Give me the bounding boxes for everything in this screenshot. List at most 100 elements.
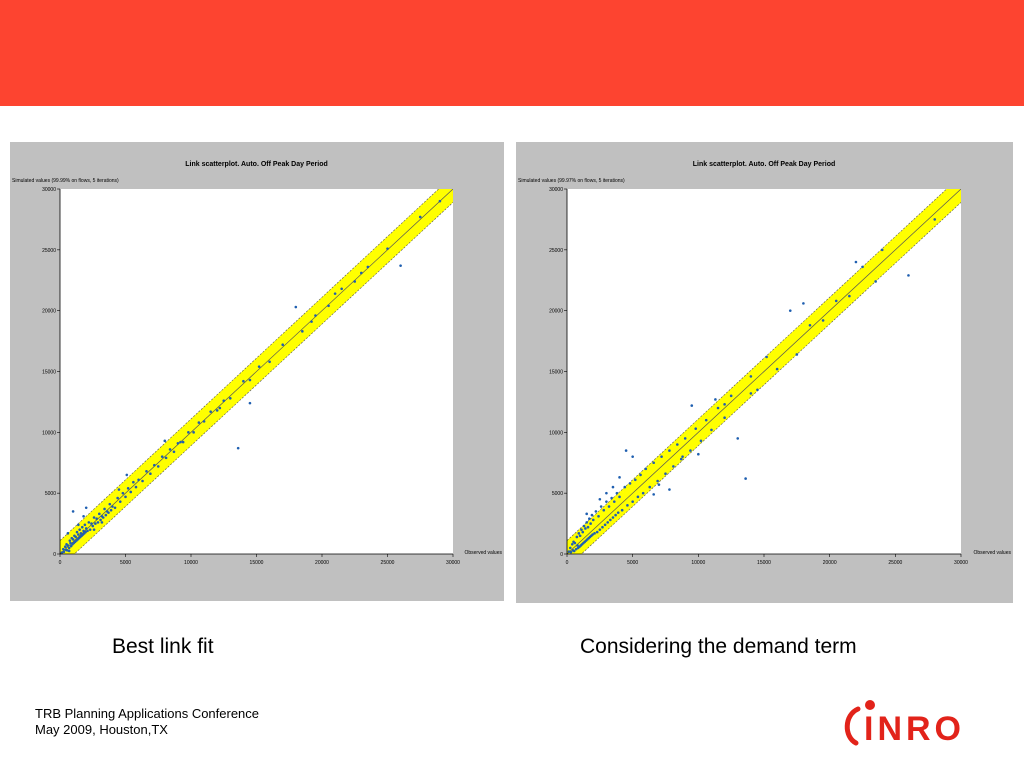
data-point bbox=[585, 521, 588, 524]
data-point bbox=[117, 488, 121, 491]
data-point bbox=[104, 513, 108, 517]
footer-conference-info: TRB Planning Applications Conference May… bbox=[35, 706, 259, 738]
x-tick-label: 0 bbox=[59, 560, 62, 566]
data-point bbox=[570, 542, 574, 546]
data-point bbox=[92, 528, 96, 531]
data-point bbox=[697, 452, 700, 456]
data-point bbox=[681, 455, 684, 458]
data-point bbox=[624, 449, 628, 452]
data-point bbox=[60, 551, 64, 554]
data-point bbox=[366, 265, 370, 269]
data-point bbox=[611, 485, 615, 489]
y-tick-label: 30000 bbox=[549, 187, 563, 193]
y-tick-label: 10000 bbox=[549, 430, 563, 436]
data-point bbox=[79, 532, 83, 535]
data-point bbox=[111, 505, 114, 508]
x-tick-label: 15000 bbox=[757, 560, 771, 566]
data-point bbox=[68, 539, 72, 542]
data-point bbox=[660, 455, 663, 458]
data-point bbox=[581, 530, 585, 534]
data-point bbox=[71, 538, 75, 541]
data-point bbox=[716, 406, 720, 410]
data-point bbox=[61, 547, 65, 551]
data-point bbox=[933, 218, 937, 221]
y-tick-label: 30000 bbox=[42, 187, 56, 193]
y-tick-label: 25000 bbox=[549, 248, 563, 254]
y-tick-label: 20000 bbox=[549, 309, 563, 315]
data-point bbox=[573, 541, 577, 545]
data-point bbox=[71, 510, 75, 513]
x-tick-label: 20000 bbox=[315, 560, 329, 566]
data-point bbox=[63, 545, 67, 548]
data-point bbox=[694, 427, 698, 430]
data-point bbox=[689, 449, 692, 452]
data-point bbox=[333, 292, 337, 295]
x-tick-label: 10000 bbox=[184, 560, 198, 566]
data-point bbox=[609, 518, 612, 522]
x-tick-label: 25000 bbox=[888, 560, 902, 566]
inro-logo-swoosh bbox=[844, 706, 861, 746]
data-point bbox=[82, 514, 85, 518]
data-point bbox=[77, 523, 80, 527]
data-point bbox=[572, 549, 576, 553]
data-point bbox=[636, 495, 640, 499]
data-point bbox=[756, 388, 759, 392]
y-tick-label: 15000 bbox=[42, 370, 56, 376]
data-point bbox=[418, 215, 422, 219]
data-point bbox=[567, 550, 571, 553]
data-point bbox=[163, 439, 167, 443]
data-point bbox=[861, 265, 864, 269]
data-point bbox=[591, 518, 595, 522]
y-tick-label: 5000 bbox=[552, 491, 563, 497]
data-point bbox=[95, 517, 98, 521]
data-point bbox=[149, 472, 152, 476]
data-point bbox=[690, 404, 694, 407]
band-lower-edge bbox=[73, 202, 453, 554]
scatterplot-panel-best-link-fit: Link scatterplot. Auto. Off Peak Day Per… bbox=[10, 142, 504, 601]
scatterplot-chart-demand-term: Link scatterplot. Auto. Off Peak Day Per… bbox=[518, 161, 1011, 566]
data-point bbox=[137, 478, 140, 482]
data-point bbox=[101, 516, 105, 519]
data-point bbox=[672, 465, 675, 468]
data-point bbox=[248, 401, 252, 405]
data-point bbox=[281, 343, 285, 347]
data-point bbox=[618, 495, 621, 499]
data-point bbox=[582, 524, 586, 528]
data-point bbox=[134, 485, 138, 489]
data-point bbox=[714, 398, 717, 401]
data-point bbox=[69, 541, 72, 545]
data-point bbox=[599, 505, 603, 508]
data-point bbox=[62, 550, 66, 554]
data-point bbox=[594, 510, 598, 513]
data-point bbox=[172, 450, 176, 454]
data-point bbox=[616, 511, 620, 514]
data-point bbox=[644, 467, 648, 471]
data-point bbox=[668, 488, 671, 491]
data-point bbox=[795, 353, 799, 356]
data-point bbox=[612, 500, 616, 503]
data-point bbox=[598, 497, 602, 501]
y-tick-label: 25000 bbox=[42, 248, 56, 254]
data-point bbox=[301, 330, 304, 333]
data-point bbox=[96, 521, 100, 524]
data-point bbox=[834, 299, 838, 303]
data-point bbox=[160, 455, 164, 458]
data-point bbox=[618, 476, 621, 479]
x-tick-label: 30000 bbox=[446, 560, 460, 566]
chart-title: Link scatterplot. Auto. Off Peak Day Per… bbox=[185, 161, 328, 168]
data-point bbox=[765, 355, 768, 359]
data-point bbox=[80, 525, 84, 529]
data-point bbox=[821, 319, 825, 322]
data-point bbox=[314, 314, 317, 317]
data-point bbox=[187, 431, 190, 434]
data-point bbox=[623, 485, 627, 489]
data-point bbox=[593, 532, 596, 535]
data-point bbox=[652, 461, 655, 465]
data-point bbox=[153, 463, 156, 467]
data-point bbox=[614, 513, 617, 517]
data-point bbox=[736, 437, 740, 440]
data-point bbox=[611, 516, 615, 519]
data-point bbox=[633, 478, 637, 482]
data-point bbox=[215, 409, 219, 412]
data-point bbox=[327, 304, 330, 308]
